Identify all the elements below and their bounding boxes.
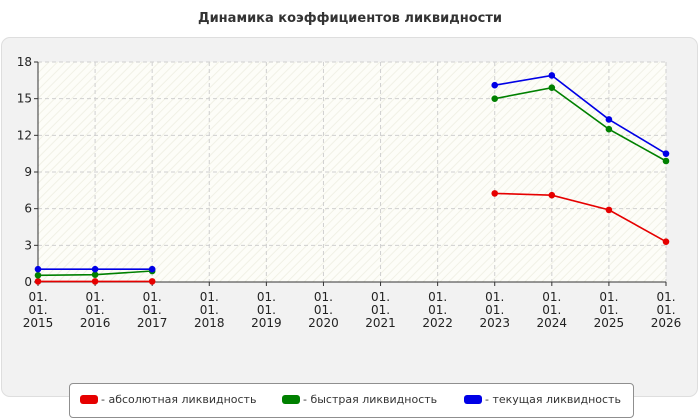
series-point-1	[662, 157, 670, 165]
series-point-1	[34, 271, 42, 279]
x-tick-label: 01. 01. 2016	[80, 290, 111, 330]
x-tick-label: 01. 01. 2025	[594, 290, 625, 330]
plot-area	[38, 62, 666, 282]
y-tick-label: 18	[17, 55, 32, 69]
x-tick-label: 01. 01. 2024	[537, 290, 568, 330]
series-line-0	[494, 192, 667, 243]
series-line-1	[494, 86, 667, 162]
series-point-1	[91, 271, 99, 278]
series-point-2	[148, 265, 156, 273]
series-point-0	[148, 278, 156, 285]
chart-svg: 0 3 6 9 12 15 18 01. 01. 2015 01. 01. 2016 01. 01. 2017…	[17, 55, 682, 330]
series-point-0	[491, 190, 499, 197]
chart-title: Динамика коэффициентов ликвидности	[198, 11, 502, 26]
y-tick-label: 0	[24, 275, 32, 289]
y-tick-label: 9	[24, 165, 32, 179]
series-point-0	[662, 238, 670, 245]
x-tick-label: 01. 01. 2018	[194, 290, 225, 330]
series-point-1	[605, 125, 613, 133]
y-tick-label: 3	[24, 238, 32, 252]
series-point-1	[491, 95, 499, 102]
x-tick-label: 01. 01. 2017	[137, 290, 168, 330]
series-point-2	[548, 72, 556, 79]
y-tick-label: 15	[17, 92, 32, 106]
series-line-2	[494, 74, 667, 155]
series-point-2	[662, 150, 670, 157]
series-point-2	[34, 265, 42, 273]
x-tick-label: 01. 01. 2022	[422, 290, 453, 330]
x-tick-label: 01. 01. 2019	[251, 290, 282, 330]
series-point-0	[605, 206, 613, 214]
x-tick-label: 01. 01. 2026	[651, 290, 682, 330]
y-tick-label: 12	[17, 128, 32, 142]
series-point-2	[605, 116, 613, 123]
x-tick-label: 01. 01. 2021	[365, 290, 396, 330]
series-point-0	[91, 278, 99, 285]
series-point-0	[548, 191, 556, 199]
series-point-2	[91, 265, 99, 273]
series-point-1	[548, 84, 556, 91]
x-tick-label: 01. 01. 2023	[479, 290, 510, 330]
x-tick-label: 01. 01. 2015	[23, 290, 54, 330]
series-point-0	[34, 278, 42, 285]
x-tick-label: 01. 01. 2020	[308, 290, 339, 330]
series-point-2	[491, 81, 499, 89]
y-tick-label: 6	[24, 202, 32, 216]
